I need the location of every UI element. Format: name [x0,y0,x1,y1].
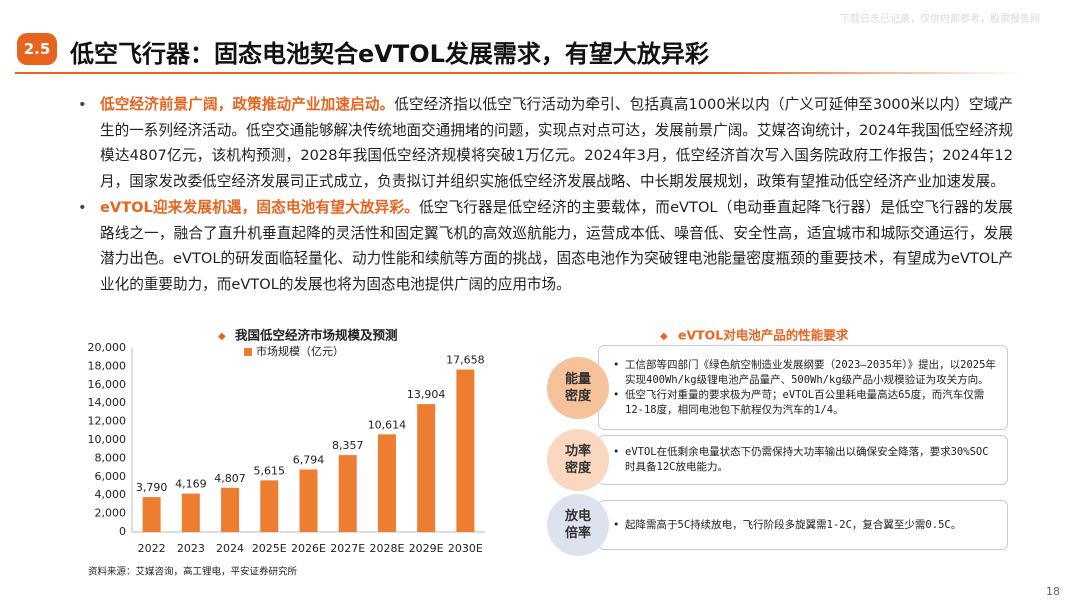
bar [377,434,396,532]
bar [142,497,161,532]
requirement-label: 能量密度 [547,356,609,419]
section-badge: 2.5 [17,33,57,65]
bar [338,455,357,532]
value-label: 4,807 [214,472,246,485]
requirement-box: 工信部等四部门《绿色航空制造业发展纲要（2023—2035年）》提出，以2025… [598,345,1008,430]
x-tick-label: 2024 [216,542,244,555]
y-tick-label: 10,000 [88,433,127,446]
requirement-point: eVTOL在低剩余电量状态下仍需保持大功率输出以确保安全降落，要求30%SOC时… [613,445,999,475]
page-number: 18 [1046,585,1060,598]
bullet-lead: eVTOL迎来发展机遇，固态电池有望大放异彩。 [100,199,419,216]
y-tick-label: 18,000 [88,359,127,372]
bullet: 低空经济前景广阔，政策推动产业加速启动。低空经济指以低空飞行活动为牵引、包括真高… [78,92,1013,194]
requirement-box: 起降需高于5C持续放电，飞行阶段多旋翼需1-2C，复合翼至少需0.5C。 [598,500,1008,550]
y-tick-label: 6,000 [95,470,127,483]
source-note: 资料来源：艾媒咨询，高工锂电，平安证券研究所 [88,566,298,578]
x-tick-label: 2028E [369,542,404,555]
y-tick-label: 4,000 [95,488,127,501]
title-rule [15,72,1025,74]
bar [417,404,436,532]
y-tick-label: 8,000 [95,451,127,464]
y-tick-label: 16,000 [88,378,127,391]
y-tick-label: 0 [119,525,126,538]
value-label: 6,794 [293,453,325,466]
x-tick-label: 2026E [291,542,326,555]
value-label: 4,169 [175,478,207,491]
x-tick-label: 2027E [330,542,365,555]
diamond: ◆ [660,331,668,342]
bar [221,487,240,532]
y-tick-label: 14,000 [88,396,127,409]
watermark: 下载日志已记录，仅供内部参考，股票报告网 [840,14,1040,25]
x-tick-label: 2029E [409,542,444,555]
diamond: ◆ [218,331,226,342]
y-tick-label: 12,000 [88,415,127,428]
chart-title: 我国低空经济市场规模及预测 [235,328,398,343]
bullet: eVTOL迎来发展机遇，固态电池有望大放异彩。低空飞行器是低空经济的主要载体，而… [78,195,1013,297]
bullet-text: 低空飞行器是低空经济的主要载体，而eVTOL（电动垂直起降飞行器）是低空飞行器的… [100,199,1014,293]
slide-title: 低空飞行器：固态电池契合eVTOL发展需求，有望大放异彩 [70,40,709,68]
bullet-text: 低空经济指以低空飞行活动为牵引、包括真高1000米以内（广义可延伸至3000米以… [100,96,1013,190]
value-label: 17,658 [446,354,485,367]
panel-title: eVTOL对电池产品的性能要求 [678,328,849,343]
y-tick-label: 2,000 [95,507,127,520]
requirement-label: 放电倍率 [547,494,609,556]
legend-label: 市场规模（亿元） [256,344,344,358]
bar [299,469,318,532]
requirement-label: 功率密度 [547,429,609,491]
bullet-lead: 低空经济前景广阔，政策推动产业加速启动。 [100,96,395,113]
bar [260,480,279,532]
bullet-list: 低空经济前景广阔，政策推动产业加速启动。低空经济指以低空飞行活动为牵引、包括真高… [78,92,1013,298]
x-tick-label: 2023 [177,542,205,555]
bar [456,369,475,532]
requirement-point: 起降需高于5C持续放电，飞行阶段多旋翼需1-2C，复合翼至少需0.5C。 [613,518,999,533]
requirement-box: eVTOL在低剩余电量状态下仍需保持大功率输出以确保安全降落，要求30%SOC时… [598,435,1008,485]
x-tick-label: 2030E [448,542,483,555]
bar [181,493,200,532]
requirement-point: 工信部等四部门《绿色航空制造业发展纲要（2023—2035年）》提出，以2025… [613,358,999,388]
x-tick-label: 2025E [252,542,287,555]
value-label: 5,615 [254,464,286,477]
y-tick-label: 20,000 [88,341,127,354]
value-label: 8,357 [332,439,364,452]
requirement-point: 低空飞行对重量的要求极为严苛；eVTOL百公里耗电量高达65度，而汽车仅需12-… [613,388,999,418]
value-label: 10,614 [368,418,407,431]
value-label: 13,904 [407,388,446,401]
value-label: 3,790 [136,481,168,494]
legend-swatch [244,348,252,356]
x-tick-label: 2022 [138,542,166,555]
